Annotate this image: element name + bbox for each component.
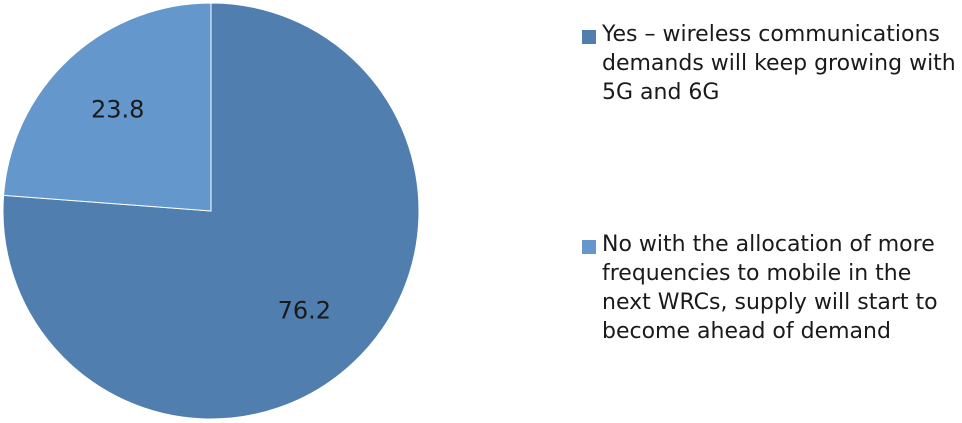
data-label-yes: 76.2 [278,297,331,325]
legend-label-yes: Yes – wireless communications demands wi… [602,22,956,105]
legend-swatch-yes [582,30,596,44]
legend-swatch-no [582,240,596,254]
pie-slice-no [3,2,212,212]
data-label-no: 23.8 [91,95,144,123]
legend-label-no: No with the allocation of more frequenci… [602,232,938,344]
